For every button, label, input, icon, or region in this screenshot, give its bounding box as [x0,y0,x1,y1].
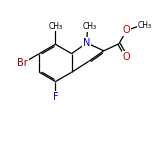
Text: O: O [123,26,130,35]
Text: N: N [83,38,91,48]
Text: Br: Br [17,58,28,68]
Text: CH₃: CH₃ [137,21,151,30]
Text: O: O [123,52,130,62]
Text: CH₃: CH₃ [83,22,97,31]
Text: F: F [53,92,58,102]
Text: CH₃: CH₃ [48,22,62,31]
